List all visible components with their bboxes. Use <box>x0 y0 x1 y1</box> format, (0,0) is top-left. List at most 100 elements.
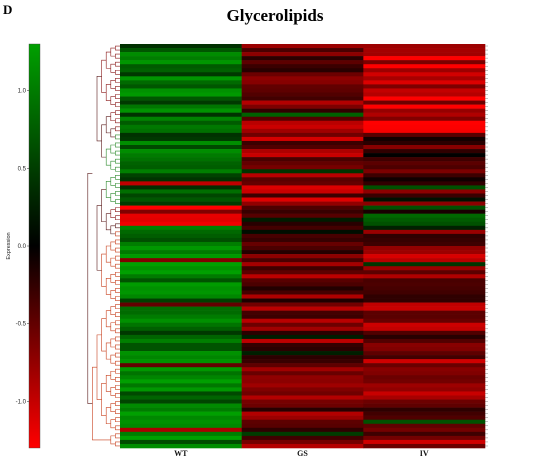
heatmap-cell <box>363 181 486 186</box>
dendrogram-branch <box>110 322 116 332</box>
heatmap-cell <box>363 56 486 61</box>
heatmap-cell <box>241 423 364 429</box>
heatmap-cell <box>241 435 364 441</box>
column-label: WT <box>174 449 188 458</box>
heatmap-cell <box>241 246 364 251</box>
colorbar-gradient <box>28 43 41 449</box>
dendrogram-branch <box>110 257 116 267</box>
dendrogram-branch <box>115 271 120 277</box>
heatmap-cell <box>241 383 364 388</box>
heatmap-cell <box>241 270 364 275</box>
heatmap-cell <box>363 294 486 299</box>
heatmap-cell <box>363 201 486 206</box>
heatmap-cell <box>363 363 486 368</box>
heatmap-cell <box>241 213 364 219</box>
heatmap-cell <box>120 403 242 408</box>
heatmap-cell <box>241 221 364 227</box>
heatmap-cell <box>120 338 242 344</box>
dendrogram-branch <box>115 142 120 148</box>
heatmap-cell <box>120 108 242 113</box>
heatmap-cell <box>363 221 486 227</box>
dendrogram-branch <box>115 150 120 156</box>
heatmap-cell <box>363 233 486 239</box>
dendrogram-branch <box>115 336 120 342</box>
heatmap-cell <box>241 48 364 53</box>
heatmap-cell <box>363 173 486 178</box>
heatmap-cell <box>120 88 242 93</box>
heatmap-cell <box>120 241 242 247</box>
heatmap-cell <box>363 274 486 279</box>
dendrogram-branch <box>115 304 120 309</box>
heatmap-cell <box>241 342 364 348</box>
dendrogram-branch <box>115 401 120 406</box>
dendrogram-branch <box>115 175 120 180</box>
heatmap-cell <box>120 92 242 97</box>
dendrogram-branch <box>115 344 120 350</box>
heatmap-cell <box>120 161 242 166</box>
heatmap-cell <box>120 258 242 263</box>
heatmap-cell <box>120 423 242 429</box>
dendrogram-branch <box>115 385 120 390</box>
heatmap-cell <box>241 326 364 332</box>
heatmap-cell <box>120 185 242 190</box>
heatmap-cell <box>363 84 486 89</box>
dendrogram-branch <box>110 63 116 73</box>
heatmap-cell <box>363 411 486 416</box>
heatmap-cell <box>120 371 242 376</box>
heatmap-cell <box>120 124 242 130</box>
heatmap-cell <box>120 209 242 214</box>
heatmap-cell <box>363 189 486 194</box>
colorbar-tick-label: -0.5 <box>16 322 27 328</box>
heatmap-cell <box>363 407 486 412</box>
heatmap-cell <box>120 322 242 328</box>
heatmap-cell <box>120 383 242 388</box>
heatmap-cell <box>120 274 242 279</box>
heatmap-cell <box>241 375 364 380</box>
heatmap-cell <box>363 379 486 384</box>
heatmap-cell <box>241 411 364 416</box>
heatmap-cell <box>241 286 364 291</box>
heatmap-cell <box>241 72 364 77</box>
heatmap-cell <box>120 96 242 101</box>
heatmap-cell <box>363 326 486 332</box>
heatmap-cell <box>120 286 242 291</box>
colorbar-title: Expression <box>6 232 12 259</box>
heatmap-cell <box>363 266 486 271</box>
heatmap-cell <box>241 132 364 138</box>
dendrogram-branch <box>110 144 116 154</box>
dendrogram-branch <box>115 280 120 285</box>
heatmap-cell <box>241 355 364 360</box>
heatmap-cell <box>241 161 364 166</box>
heatmap-cell <box>120 250 242 255</box>
heatmap-cell <box>241 120 364 126</box>
heatmap-cell <box>241 100 364 105</box>
heatmap-cell <box>363 387 486 392</box>
colorbar-tick-label: 0.5 <box>18 166 27 172</box>
heatmap-cell <box>120 399 242 404</box>
heatmap-cell <box>363 443 486 449</box>
heatmap-cell <box>241 140 364 146</box>
dendrogram-branch <box>115 223 120 229</box>
heatmap-cell <box>120 193 242 198</box>
heatmap-cell <box>241 96 364 101</box>
heatmap-cell <box>363 72 486 77</box>
heatmap-cell <box>363 419 486 425</box>
dendrogram-branch <box>110 80 116 89</box>
heatmap-cell <box>241 302 364 307</box>
heatmap-cell <box>363 237 486 243</box>
heatmap-cell <box>120 282 242 287</box>
heatmap-cell <box>363 185 486 190</box>
heatmap-cell <box>241 124 364 130</box>
heatmap-cell <box>363 298 486 303</box>
heatmap-cell <box>120 48 242 53</box>
heatmap-cell <box>241 157 364 162</box>
heatmap-cell <box>120 246 242 251</box>
heatmap-cell <box>363 383 486 388</box>
heatmap-cell <box>363 246 486 251</box>
heatmap-cell <box>120 391 242 396</box>
dendrogram-branch <box>96 205 102 271</box>
heatmap-cell <box>120 157 242 162</box>
heatmap-cell <box>120 52 242 57</box>
dendrogram-branch <box>115 433 120 439</box>
dendrogram-branch <box>105 213 111 231</box>
